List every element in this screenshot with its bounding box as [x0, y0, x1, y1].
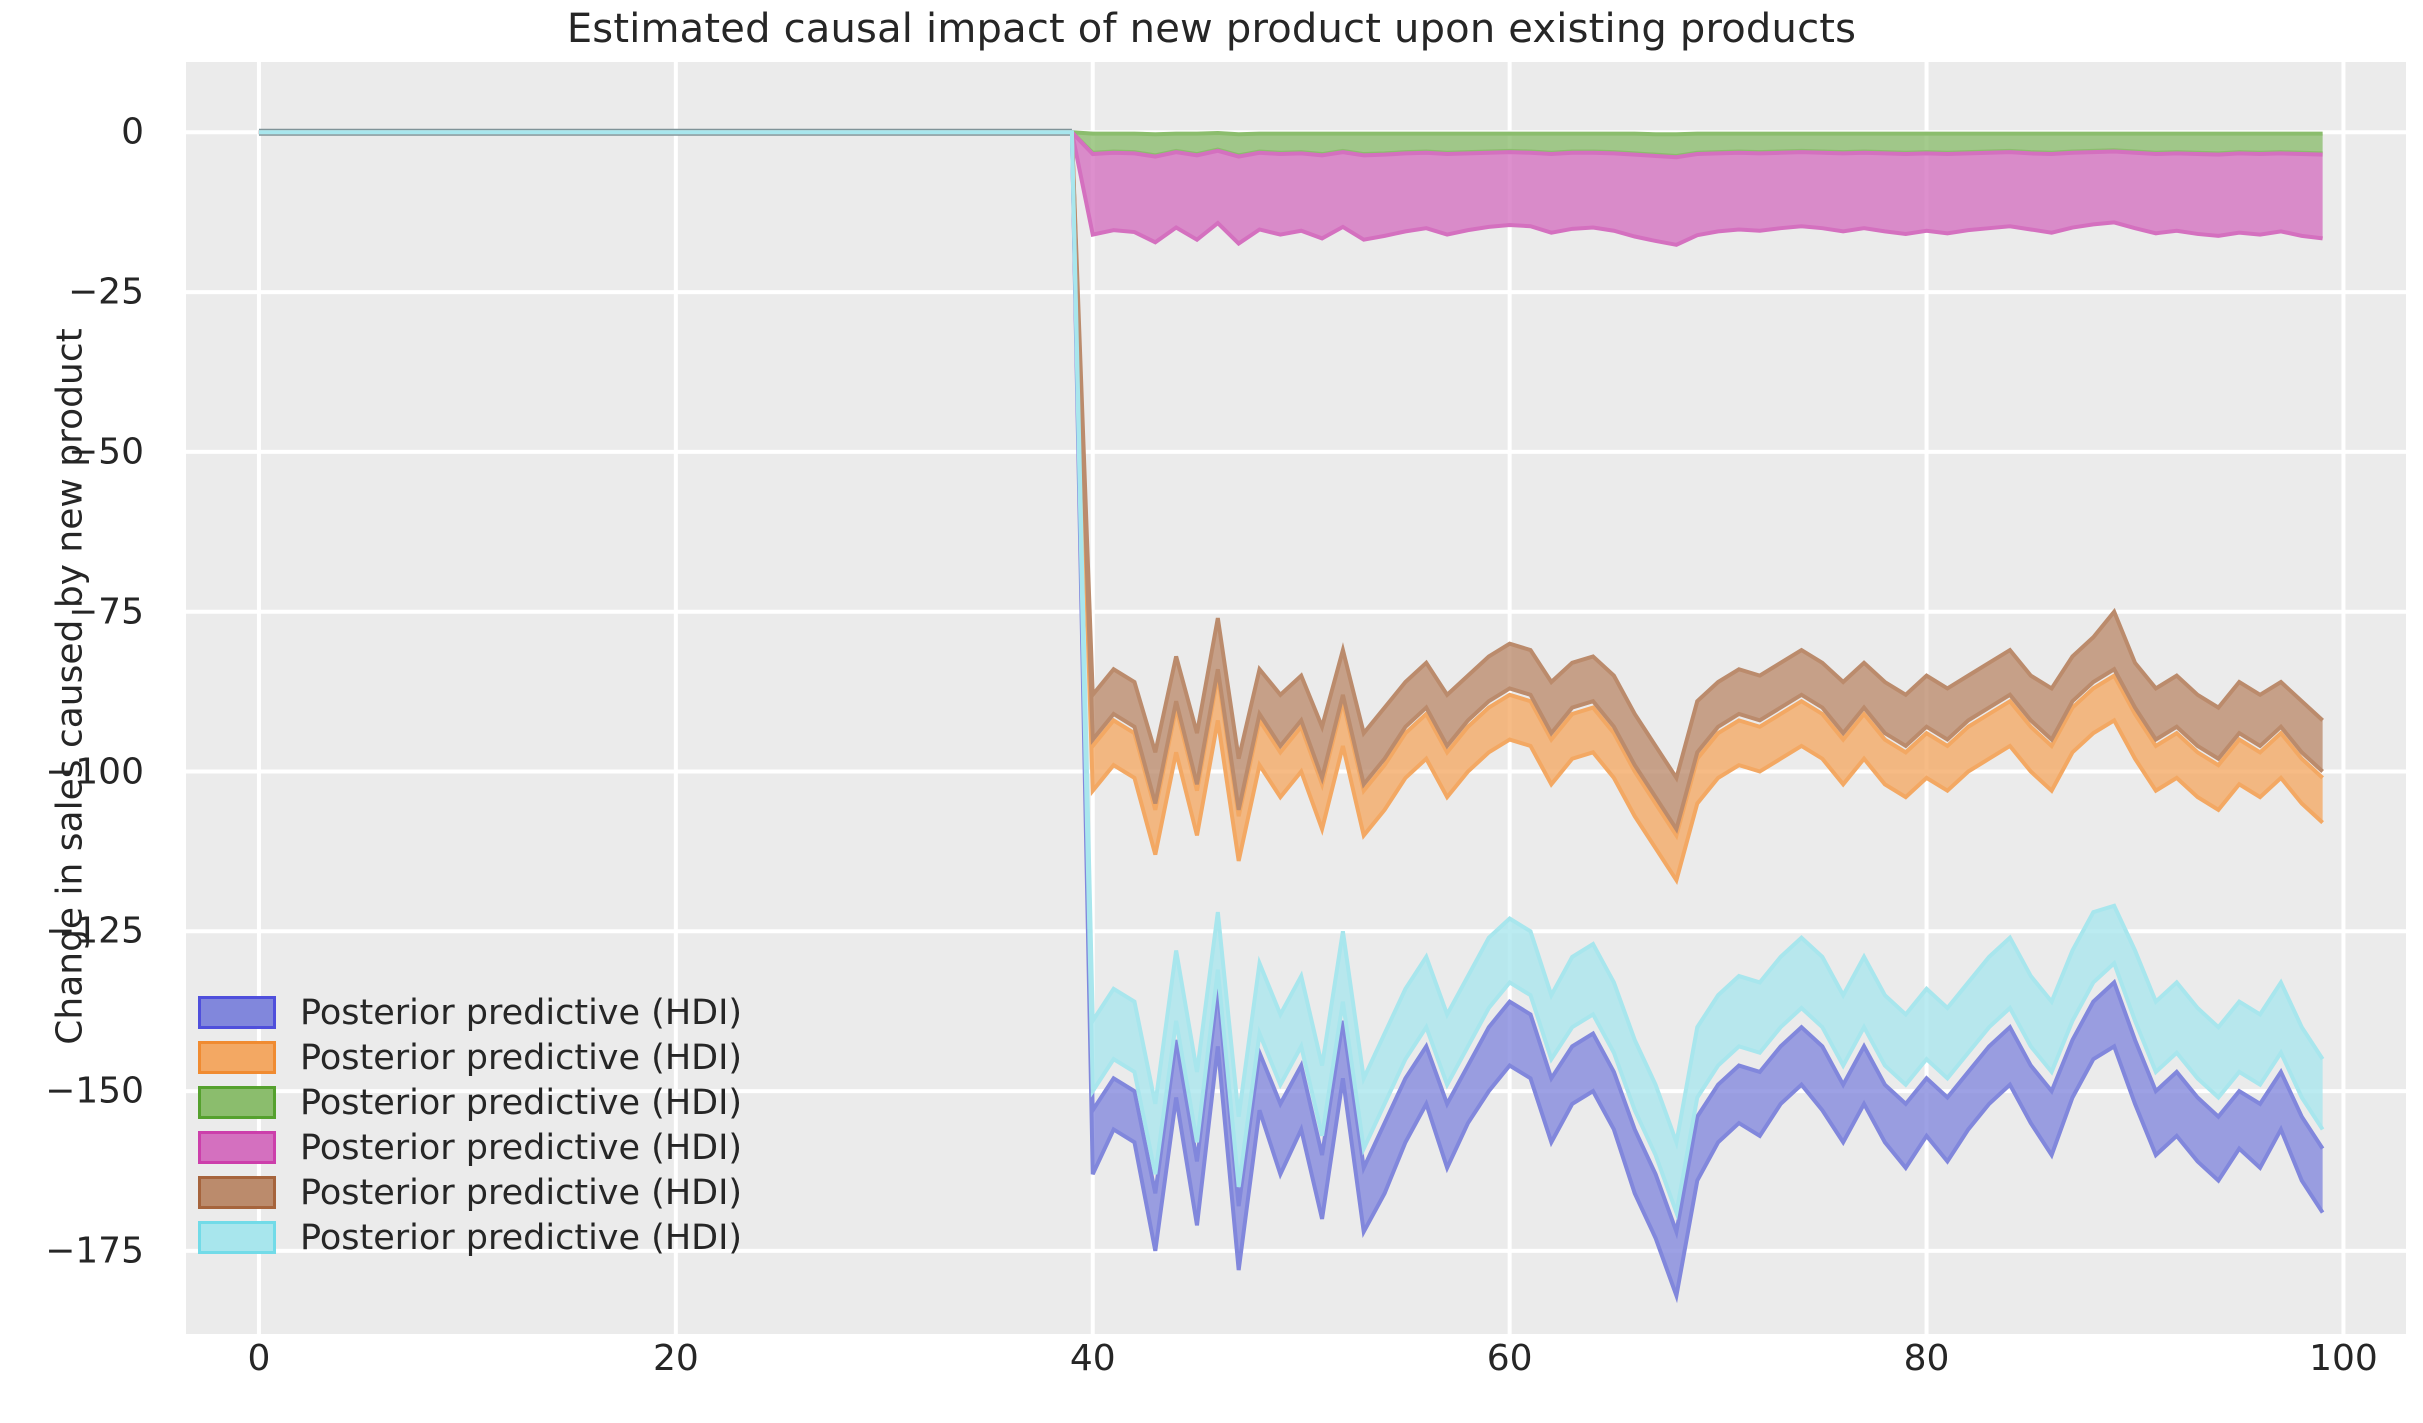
legend-item[interactable]: Posterior predictive (HDI): [198, 990, 742, 1035]
y-tick-label: −75: [68, 591, 144, 633]
legend-item[interactable]: Posterior predictive (HDI): [198, 1035, 742, 1080]
y-tick-label: −25: [68, 271, 144, 313]
legend-swatch-icon: [198, 1131, 276, 1164]
legend-label: Posterior predictive (HDI): [300, 1217, 743, 1258]
hdi-band-5: [258, 130, 2325, 1221]
x-tick-label: 40: [1069, 1338, 1116, 1379]
legend-item[interactable]: Posterior predictive (HDI): [198, 1080, 742, 1125]
x-tick-label: 20: [652, 1338, 699, 1379]
chart-title: Estimated causal impact of new product u…: [566, 6, 1857, 52]
legend-label: Posterior predictive (HDI): [300, 1127, 743, 1168]
legend-swatch-icon: [198, 1176, 276, 1209]
x-tick-label: 100: [2309, 1338, 2378, 1379]
legend-swatch-icon: [198, 996, 276, 1029]
y-tick-label: −150: [45, 1070, 144, 1112]
legend-swatch-icon: [198, 1086, 276, 1119]
y-tick-label: 0: [121, 111, 144, 153]
legend-label: Posterior predictive (HDI): [300, 1037, 743, 1078]
legend-label: Posterior predictive (HDI): [300, 1172, 743, 1213]
y-tick-label: −175: [45, 1230, 144, 1272]
y-tick-label: −125: [45, 910, 144, 952]
legend-swatch-icon: [198, 1221, 276, 1254]
plot-area: [186, 62, 2406, 1334]
hdi-band-4: [258, 130, 2324, 834]
hdi-band-3: [258, 130, 2323, 247]
legend-item[interactable]: Posterior predictive (HDI): [198, 1215, 742, 1260]
hdi-band-1: [258, 130, 2324, 885]
legend-label: Posterior predictive (HDI): [300, 992, 743, 1033]
legend-label: Posterior predictive (HDI): [300, 1082, 743, 1123]
chart-svg: [186, 62, 2406, 1334]
chart-legend[interactable]: Posterior predictive (HDI) Posterior pred…: [198, 990, 742, 1260]
x-tick-label: 0: [247, 1338, 271, 1379]
x-tick-label: 80: [1903, 1338, 1950, 1379]
x-axis-ticks: 0 20 40 60 80 100: [186, 1334, 2406, 1414]
hdi-band-0: [258, 130, 2325, 1304]
y-tick-label: −50: [68, 431, 144, 473]
legend-item[interactable]: Posterior predictive (HDI): [198, 1125, 742, 1170]
x-tick-label: 60: [1486, 1338, 1533, 1379]
y-axis-ticks: 0 −25 −50 −75 −100 −125 −150 −175: [0, 62, 166, 1334]
legend-item[interactable]: Posterior predictive (HDI): [198, 1170, 742, 1215]
legend-swatch-icon: [198, 1041, 276, 1074]
y-tick-label: −100: [45, 751, 144, 792]
